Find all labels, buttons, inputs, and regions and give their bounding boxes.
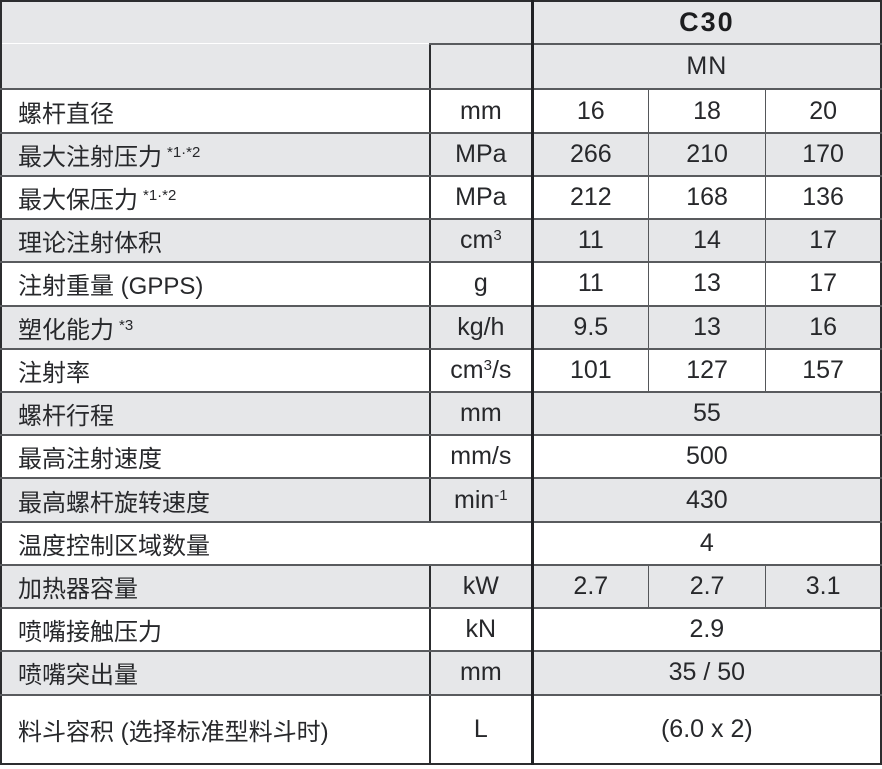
row-label: 温度控制区域数量 (1, 521, 534, 566)
row-label: 加热器容量 (1, 564, 431, 610)
row-label: 喷嘴接触压力 (1, 608, 431, 653)
row-value: 2.7 (532, 564, 649, 610)
row-unit: mm (429, 651, 534, 696)
row-value: 17 (765, 219, 881, 264)
table-row-max-injection-speed: 最高注射速度 mm/s 500 (1, 435, 881, 480)
table-row-nozzle-protrusion: 喷嘴突出量 mm 35 / 50 (1, 651, 881, 696)
row-unit: kg/h (429, 305, 534, 350)
row-label: 料斗容积 (选择标准型料斗时) (1, 694, 431, 764)
row-unit: MPa (429, 175, 534, 221)
row-value: 18 (647, 89, 766, 134)
row-unit: cm3/s (429, 348, 534, 393)
table-row-max-holding-pressure: 最大保压力 *1·*2 MPa 212 168 136 (1, 175, 881, 221)
row-value-span: 35 / 50 (532, 651, 881, 696)
row-label: 理论注射体积 (1, 219, 431, 264)
table-row-nozzle-contact-pressure: 喷嘴接触压力 kN 2.9 (1, 608, 881, 653)
model-header: C30 (530, 1, 881, 46)
table-row-screw-stroke: 螺杆行程 mm 55 (1, 391, 881, 437)
row-value: 17 (765, 262, 881, 307)
row-value: 2.7 (647, 564, 766, 610)
row-value-span: 2.9 (532, 608, 881, 653)
row-value: 20 (765, 89, 881, 134)
row-label: 螺杆直径 (1, 89, 431, 134)
row-value: 16 (532, 89, 649, 134)
row-label: 塑化能力 *3 (1, 305, 431, 350)
row-value: 157 (765, 348, 881, 393)
row-value: 3.1 (765, 564, 881, 610)
row-label: 最大注射压力 *1·*2 (1, 132, 431, 177)
row-unit: L (429, 694, 534, 764)
header-corner (1, 1, 533, 45)
table-row-max-injection-pressure: 最大注射压力 *1·*2 MPa 266 210 170 (1, 132, 881, 177)
row-value: 11 (532, 262, 649, 307)
row-value-span: 4 (532, 521, 881, 566)
table-row-hopper-capacity: 料斗容积 (选择标准型料斗时) L (6.0 x 2) (1, 694, 881, 764)
row-label: 注射率 (1, 348, 431, 393)
table-row-heater-capacity: 加热器容量 kW 2.7 2.7 3.1 (1, 564, 881, 610)
row-label: 最大保压力 *1·*2 (1, 175, 431, 221)
row-unit: MPa (429, 132, 534, 177)
row-value: 11 (532, 219, 649, 264)
row-label: 最高螺杆旋转速度 (1, 478, 431, 523)
row-value-span: (6.0 x 2) (532, 694, 881, 764)
row-unit: cm3 (429, 219, 534, 264)
header-corner-left (1, 44, 430, 91)
row-unit: mm/s (429, 435, 534, 480)
row-value-span: 500 (532, 435, 881, 480)
table-row-theoretical-injection-volume: 理论注射体积 cm3 11 14 17 (1, 219, 881, 264)
row-value: 266 (532, 132, 649, 177)
row-unit: g (429, 262, 534, 307)
row-value: 9.5 (532, 305, 649, 350)
variant-header-row: MN (1, 43, 881, 91)
row-value-span: 430 (532, 478, 881, 523)
row-value-span: 55 (532, 391, 881, 437)
table-row-injection-rate: 注射率 cm3/s 101 127 157 (1, 348, 881, 393)
row-unit: min-1 (429, 478, 534, 523)
table-row-max-screw-rotation-speed: 最高螺杆旋转速度 min-1 430 (1, 478, 881, 523)
table-row-screw-diameter: 螺杆直径 mm 16 18 20 (1, 89, 881, 134)
row-value: 14 (647, 219, 766, 264)
row-unit: mm (429, 89, 534, 134)
row-unit: kW (429, 564, 534, 610)
variant-header: MN (530, 44, 881, 91)
row-value: 136 (765, 175, 881, 221)
row-value: 170 (765, 132, 881, 177)
row-label: 喷嘴突出量 (1, 651, 431, 696)
table-row-temperature-control-zones: 温度控制区域数量 4 (1, 521, 881, 566)
row-value: 127 (647, 348, 766, 393)
row-value: 13 (647, 305, 766, 350)
row-unit: kN (429, 608, 534, 653)
row-label: 最高注射速度 (1, 435, 431, 480)
row-unit: mm (429, 391, 534, 437)
table-row-injection-weight: 注射重量 (GPPS) g 11 13 17 (1, 262, 881, 307)
row-value: 16 (765, 305, 881, 350)
table-row-plasticizing-capacity: 塑化能力 *3 kg/h 9.5 13 16 (1, 305, 881, 350)
row-label: 螺杆行程 (1, 391, 431, 437)
row-label: 注射重量 (GPPS) (1, 262, 431, 307)
row-value: 13 (647, 262, 766, 307)
row-value: 212 (532, 175, 649, 221)
row-value: 101 (532, 348, 649, 393)
model-header-row: C30 (1, 1, 881, 46)
row-value: 168 (647, 175, 766, 221)
unit-column-header (428, 43, 534, 91)
row-value: 210 (647, 132, 766, 177)
